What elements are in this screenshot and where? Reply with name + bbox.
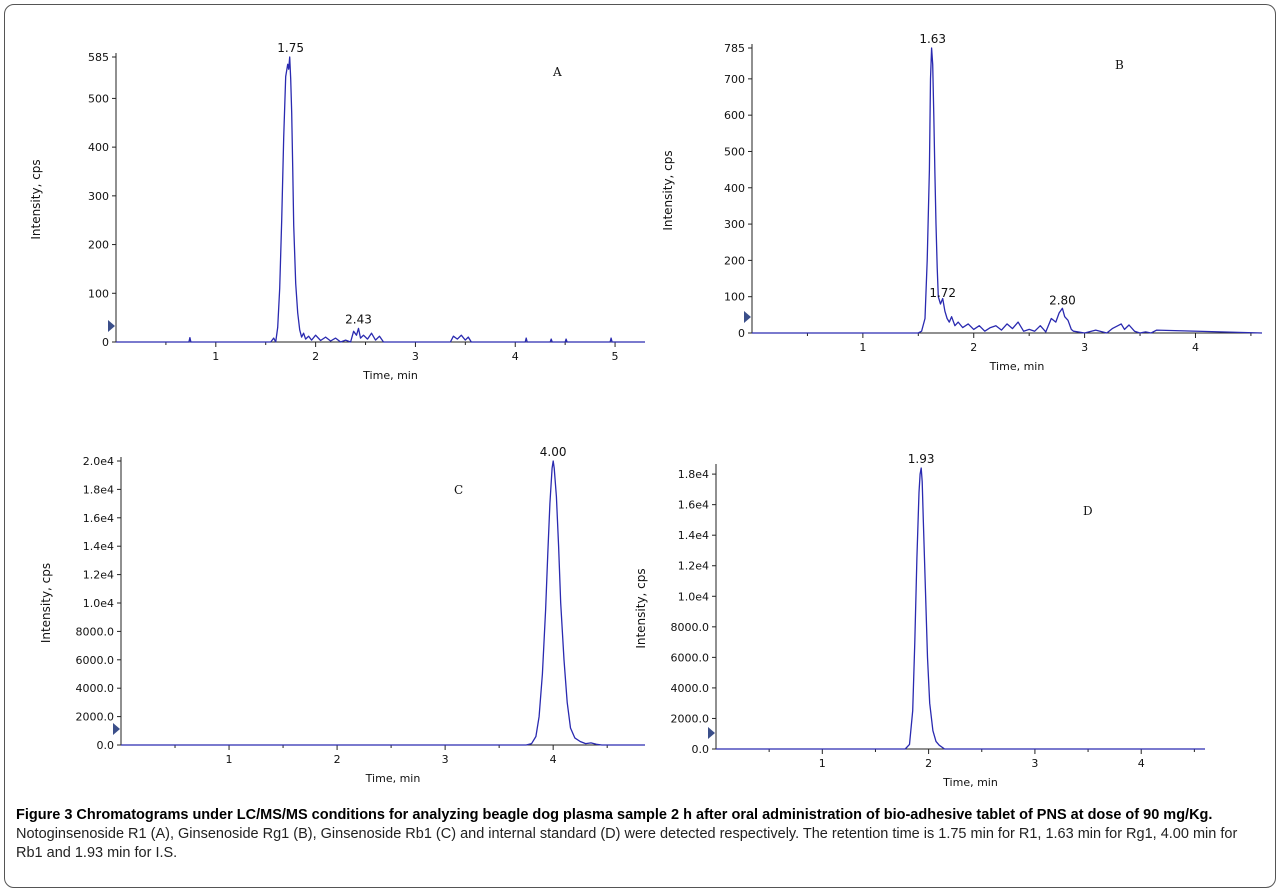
figure-caption: Figure 3 Chromatograms under LC/MS/MS co… [16, 806, 1266, 863]
x-tick-label: 3 [442, 753, 449, 766]
caption-text: Notoginsenoside R1 (A), Ginsenoside Rg1 … [16, 826, 1238, 861]
y-tick-label: 200 [88, 239, 109, 252]
x-tick-label: 4 [1138, 757, 1145, 770]
panel-label: C [454, 483, 463, 497]
chromatogram-panels: 0 100 200 300 400 500 585 1 2 3 4 5 Time, min Intensi… [29, 32, 1263, 789]
y-tick-label: 300 [88, 190, 109, 203]
chromatogram-trace [716, 467, 1205, 750]
y-tick-label: 2000.0 [671, 712, 710, 725]
peak-label: 1.72 [929, 286, 956, 300]
x-tick-label: 1 [212, 350, 219, 363]
x-axis-label: Time, min [365, 772, 421, 785]
baseline-marker-icon [113, 723, 120, 735]
peak-label: 2.80 [1049, 293, 1076, 307]
x-tick-label: 4 [550, 753, 557, 766]
y-tick-label: 8000.0 [671, 621, 710, 634]
chart-panel-d: 0.0 2000.0 4000.0 6000.0 8000.0 1.0e4 1.2e4 1.4… [634, 452, 1205, 789]
peak-label: 1.93 [908, 452, 935, 466]
y-tick-label: 600 [724, 109, 745, 122]
y-axis-label: Intensity, cps [661, 150, 675, 230]
y-tick-label: 700 [724, 73, 745, 86]
x-tick-label: 3 [412, 350, 419, 363]
x-tick-label: 1 [859, 341, 866, 354]
peak-label: 2.43 [345, 312, 372, 326]
y-tick-label: 1.2e4 [83, 569, 114, 582]
y-tick-label: 1.0e4 [83, 597, 114, 610]
x-tick-label: 3 [1081, 341, 1088, 354]
y-tick-label: 400 [724, 182, 745, 195]
x-tick-label: 2 [334, 753, 341, 766]
x-axis-label: Time, min [362, 369, 418, 382]
y-tick-label: 500 [88, 92, 109, 105]
y-tick-label: 4000.0 [671, 682, 710, 695]
x-tick-label: 2 [312, 350, 319, 363]
x-tick-label: 4 [512, 350, 519, 363]
y-tick-label: 0 [738, 327, 745, 340]
y-tick-label: 200 [724, 254, 745, 267]
y-tick-label: 0 [102, 336, 109, 349]
y-tick-label: 785 [724, 42, 745, 55]
y-axis-label: Intensity, cps [634, 568, 648, 648]
baseline-marker-icon [744, 311, 751, 323]
chromatogram-trace [752, 47, 1263, 334]
x-tick-label: 1 [226, 753, 233, 766]
x-tick-label: 1 [819, 757, 826, 770]
y-tick-label: 400 [88, 141, 109, 154]
y-tick-label: 100 [724, 291, 745, 304]
y-tick-label: 500 [724, 145, 745, 158]
chromatogram-trace [121, 460, 645, 746]
chart-panel-a: 0 100 200 300 400 500 585 1 2 3 4 5 Time, min Intensi… [29, 41, 645, 382]
y-axis-label: Intensity, cps [39, 563, 53, 643]
y-tick-label: 2000.0 [76, 711, 115, 724]
y-tick-label: 1.6e4 [83, 512, 114, 525]
y-tick-label: 300 [724, 218, 745, 231]
y-tick-label: 1.4e4 [83, 540, 114, 553]
peak-label: 4.00 [540, 445, 567, 459]
chart-panel-b: 0 100 200 300 400 500 600 700 785 1 2 3 4 Time, min In… [661, 32, 1263, 373]
peak-label: 1.63 [919, 32, 946, 46]
x-tick-label: 5 [612, 350, 619, 363]
y-tick-label: 100 [88, 287, 109, 300]
peak-label: 1.75 [277, 41, 304, 55]
y-tick-label: 0.0 [692, 743, 710, 756]
x-tick-label: 2 [970, 341, 977, 354]
y-tick-label: 6000.0 [76, 654, 115, 667]
y-tick-label: 1.2e4 [678, 560, 709, 573]
y-tick-label: 0.0 [97, 739, 115, 752]
x-tick-label: 3 [1031, 757, 1038, 770]
chromatogram-trace [116, 56, 645, 343]
x-tick-label: 4 [1192, 341, 1199, 354]
baseline-marker-icon [708, 727, 715, 739]
y-tick-label: 6000.0 [671, 651, 710, 664]
x-axis-label: Time, min [942, 776, 998, 789]
caption-title: Figure 3 Chromatograms under LC/MS/MS co… [16, 807, 1213, 823]
panel-label: D [1083, 504, 1093, 518]
panel-label: A [552, 65, 562, 79]
chart-panel-c: 0.0 2000.0 4000.0 6000.0 8000.0 1.0e4 1.2e4 1.4… [39, 445, 645, 785]
y-tick-label: 1.8e4 [678, 468, 709, 481]
y-tick-label: 1.0e4 [678, 590, 709, 603]
y-tick-label: 4000.0 [76, 682, 115, 695]
y-tick-label: 8000.0 [76, 625, 115, 638]
y-axis-label: Intensity, cps [29, 159, 43, 239]
y-tick-label: 585 [88, 51, 109, 64]
y-tick-label: 1.8e4 [83, 483, 114, 496]
figure-frame [4, 4, 1276, 888]
x-axis-label: Time, min [989, 360, 1045, 373]
panel-label: B [1115, 58, 1124, 72]
y-tick-label: 1.4e4 [678, 529, 709, 542]
y-tick-label: 2.0e4 [83, 455, 114, 468]
y-tick-label: 1.6e4 [678, 499, 709, 512]
x-tick-label: 2 [925, 757, 932, 770]
baseline-marker-icon [108, 320, 115, 332]
